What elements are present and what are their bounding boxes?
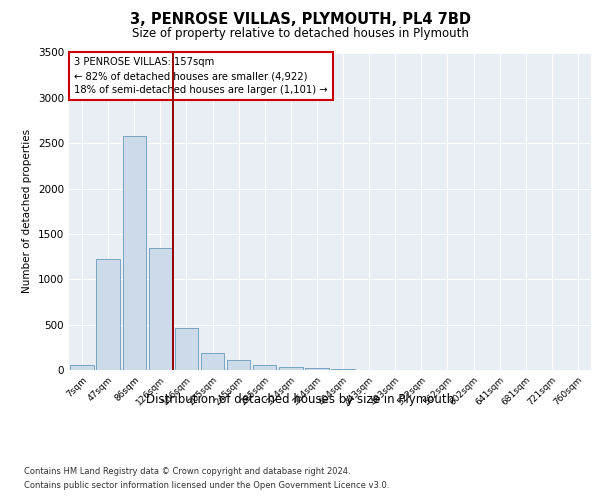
Bar [122, 136, 146, 370]
Bar [70, 366, 94, 370]
Text: Distribution of detached houses by size in Plymouth: Distribution of detached houses by size … [146, 392, 454, 406]
Bar [227, 360, 250, 370]
Text: 3 PENROSE VILLAS: 157sqm
← 82% of detached houses are smaller (4,922)
18% of sem: 3 PENROSE VILLAS: 157sqm ← 82% of detach… [74, 58, 328, 96]
Bar [305, 368, 329, 370]
Bar [253, 364, 277, 370]
Bar [279, 367, 302, 370]
Text: Size of property relative to detached houses in Plymouth: Size of property relative to detached ho… [131, 28, 469, 40]
Bar [97, 260, 120, 370]
Bar [175, 328, 198, 370]
Y-axis label: Number of detached properties: Number of detached properties [22, 129, 32, 294]
Bar [149, 248, 172, 370]
Bar [201, 353, 224, 370]
Text: 3, PENROSE VILLAS, PLYMOUTH, PL4 7BD: 3, PENROSE VILLAS, PLYMOUTH, PL4 7BD [130, 12, 470, 28]
Text: Contains HM Land Registry data © Crown copyright and database right 2024.: Contains HM Land Registry data © Crown c… [24, 468, 350, 476]
Text: Contains public sector information licensed under the Open Government Licence v3: Contains public sector information licen… [24, 481, 389, 490]
